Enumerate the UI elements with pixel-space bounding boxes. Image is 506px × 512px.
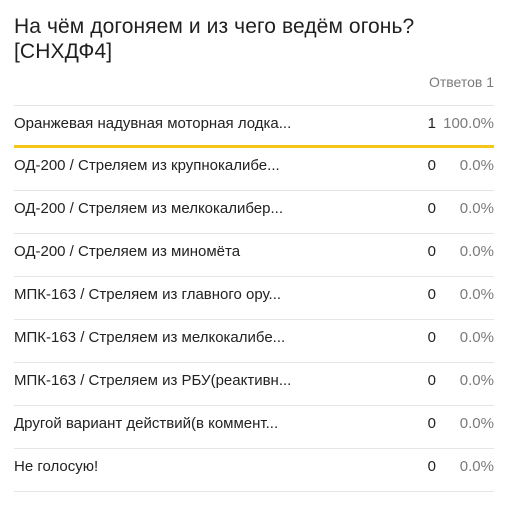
option-count: 0 xyxy=(427,415,436,432)
option-percent: 0.0% xyxy=(459,286,494,303)
option-percent: 0.0% xyxy=(459,329,494,346)
option-count: 0 xyxy=(427,157,436,174)
option-count: 0 xyxy=(427,243,436,260)
option-percent: 100.0% xyxy=(443,115,494,132)
poll-option[interactable]: Другой вариант действий(в коммент... 0 0… xyxy=(14,406,494,449)
option-percent: 0.0% xyxy=(459,243,494,260)
option-label: МПК-163 / Стреляем из главного ору... xyxy=(14,286,282,303)
poll-option[interactable]: ОД-200 / Стреляем из крупнокалибе... 0 0… xyxy=(14,148,494,191)
option-percent: 0.0% xyxy=(459,415,494,432)
option-label: МПК-163 / Стреляем из мелкокалибе... xyxy=(14,329,286,346)
poll-option[interactable]: МПК-163 / Стреляем из главного ору... 0 … xyxy=(14,277,494,320)
option-percent: 0.0% xyxy=(459,458,494,475)
option-count: 0 xyxy=(427,200,436,217)
poll-option[interactable]: Не голосую! 0 0.0% xyxy=(14,449,494,492)
poll-title: На чём догоняем и из чего ведём огонь? [… xyxy=(14,15,415,63)
option-label: Другой вариант действий(в коммент... xyxy=(14,415,279,432)
poll-option[interactable]: МПК-163 / Стреляем из мелкокалибе... 0 0… xyxy=(14,320,494,363)
poll-widget: На чём догоняем и из чего ведём огонь? [… xyxy=(14,14,494,492)
option-label: Не голосую! xyxy=(14,458,99,475)
option-label: ОД-200 / Стреляем из крупнокалибе... xyxy=(14,157,280,174)
option-percent: 0.0% xyxy=(459,157,494,174)
poll-options-list: Оранжевая надувная моторная лодка... 1 1… xyxy=(14,105,494,492)
poll-option[interactable]: МПК-163 / Стреляем из РБУ(реактивн... 0 … xyxy=(14,363,494,406)
option-label: ОД-200 / Стреляем из миномёта xyxy=(14,243,241,260)
option-label: ОД-200 / Стреляем из мелкокалибер... xyxy=(14,200,283,217)
poll-option[interactable]: Оранжевая надувная моторная лодка... 1 1… xyxy=(14,105,494,148)
option-percent: 0.0% xyxy=(459,372,494,389)
option-count: 0 xyxy=(427,329,436,346)
option-label: МПК-163 / Стреляем из РБУ(реактивн... xyxy=(14,372,292,389)
option-label: Оранжевая надувная моторная лодка... xyxy=(14,115,292,132)
option-progress-bar xyxy=(14,145,494,148)
option-count: 0 xyxy=(427,286,436,303)
answers-count: Ответов 1 xyxy=(428,74,494,90)
poll-option[interactable]: ОД-200 / Стреляем из мелкокалибер... 0 0… xyxy=(14,191,494,234)
poll-option[interactable]: ОД-200 / Стреляем из миномёта 0 0.0% xyxy=(14,234,494,277)
option-count: 1 xyxy=(427,115,436,132)
option-percent: 0.0% xyxy=(459,200,494,217)
option-count: 0 xyxy=(427,372,436,389)
option-count: 0 xyxy=(427,458,436,475)
